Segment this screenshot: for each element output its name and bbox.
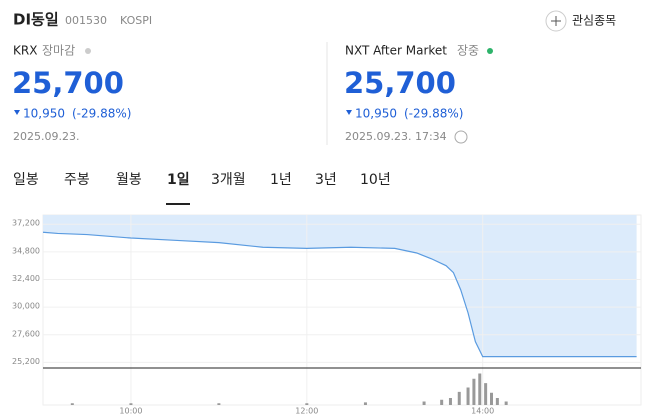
chart: 25,200 27,600 30,000 32,400 34,800 37,200 10:0…: [12, 214, 642, 416]
down-arrow: [346, 110, 352, 115]
tab[interactable]: 3개월: [211, 172, 246, 188]
krx-panel: KRX 장마감 25,700 10,950 (-29.88%) 2025.09.…: [12, 44, 131, 144]
date: 2025.09.23.: [13, 130, 79, 143]
tab[interactable]: 1년: [270, 172, 292, 188]
price-line: [42, 231, 637, 358]
watch-icon[interactable]: [545, 10, 567, 32]
price: 25,700: [12, 66, 124, 100]
y-tick-label: 25,200: [12, 357, 40, 366]
status: 장마감: [42, 44, 75, 58]
volume-bar: [466, 387, 470, 405]
label: KRX: [13, 44, 37, 58]
tab[interactable]: 1일: [167, 172, 190, 188]
volume-bar: [422, 401, 426, 405]
volume-bar: [70, 403, 74, 405]
volume-bar: [305, 403, 309, 405]
stock-code: 001530: [65, 14, 107, 27]
y-tick-label: 27,600: [12, 329, 40, 338]
change-pct: (-29.88%): [72, 107, 131, 121]
x-tick-label: 12:00: [295, 407, 318, 416]
y-tick-label: 34,800: [12, 246, 40, 255]
status-dot: [487, 48, 493, 54]
watchlist-button[interactable]: 관심종목: [572, 14, 616, 28]
volume-bar: [484, 383, 488, 405]
area-fill: [43, 215, 637, 357]
price: 25,700: [344, 66, 456, 100]
x-tick-label: 14:00: [471, 407, 494, 416]
stock-name: DI동일: [13, 11, 59, 29]
volume-bar: [217, 403, 221, 405]
change-pct: (-29.88%): [404, 107, 463, 121]
change: 10,950: [355, 107, 397, 121]
volume-bar: [457, 391, 461, 405]
plus: [551, 16, 561, 26]
tabs: 일봉 주봉 월봉 1일 3개월 1년 3년 10년: [13, 172, 391, 188]
tab[interactable]: 월봉: [116, 172, 142, 188]
tab[interactable]: 10년: [360, 172, 391, 188]
info-icon[interactable]: [454, 130, 468, 144]
volume-bar: [472, 378, 476, 405]
volume-bar: [490, 392, 493, 405]
tab[interactable]: 3년: [315, 172, 337, 188]
volume-bar: [478, 373, 482, 405]
down-arrow: [14, 110, 20, 115]
y-tick-label: 30,000: [12, 302, 40, 311]
volume-bar: [129, 403, 133, 405]
volume-bar: [495, 398, 499, 405]
y-tick-label: 32,400: [12, 274, 40, 283]
status: 장중: [457, 44, 479, 58]
volume-bar: [448, 398, 452, 405]
tab[interactable]: 주봉: [64, 172, 90, 188]
status-dot: [85, 48, 91, 54]
change: 10,950: [23, 107, 65, 121]
volume-bar: [440, 399, 444, 405]
nxt-panel: NXT After Market 장중 25,700 10,950 (-29.8…: [344, 44, 493, 144]
date: 2025.09.23. 17:34: [345, 130, 447, 143]
label: NXT After Market: [345, 44, 447, 58]
tab[interactable]: 일봉: [13, 172, 39, 188]
volume-bar: [363, 402, 367, 405]
x-tick-label: 10:00: [119, 407, 142, 416]
volume-bar: [504, 401, 508, 405]
y-tick-label: 37,200: [12, 219, 40, 228]
market: KOSPI: [120, 14, 152, 27]
